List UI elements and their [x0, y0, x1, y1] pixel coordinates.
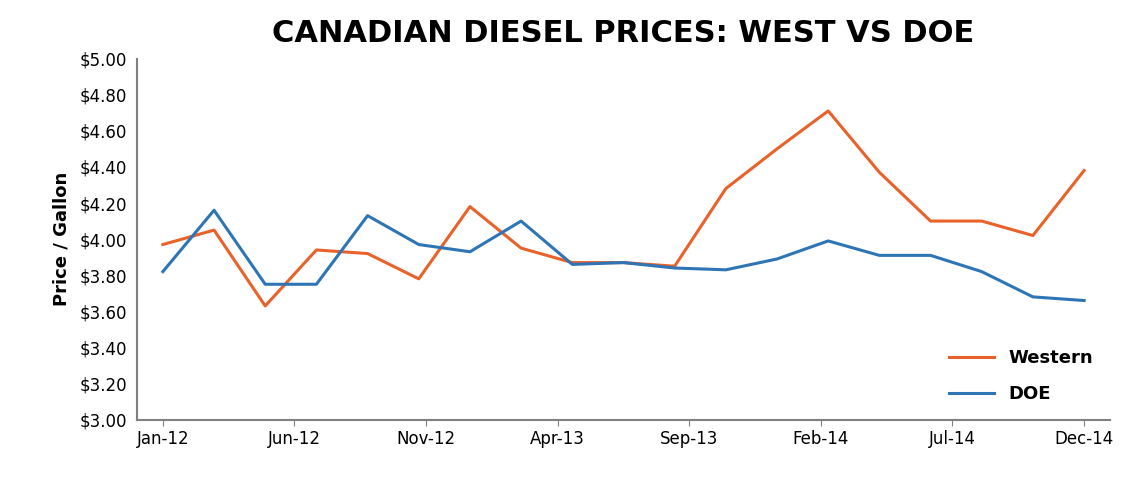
DOE	[668, 265, 682, 271]
Western	[310, 247, 324, 253]
Western	[718, 185, 732, 191]
Western	[975, 218, 988, 224]
DOE	[770, 256, 784, 262]
DOE	[1078, 298, 1091, 304]
Western	[515, 245, 529, 251]
DOE	[617, 260, 630, 265]
DOE	[718, 267, 732, 273]
DOE	[1026, 294, 1040, 300]
DOE	[259, 281, 272, 287]
DOE	[821, 238, 835, 244]
Western	[207, 227, 221, 233]
Western	[565, 260, 579, 265]
Western	[668, 264, 682, 269]
Western	[156, 242, 169, 247]
Western	[770, 146, 784, 152]
DOE	[360, 213, 374, 219]
Line: Western: Western	[162, 111, 1085, 306]
Title: CANADIAN DIESEL PRICES: WEST VS DOE: CANADIAN DIESEL PRICES: WEST VS DOE	[272, 19, 975, 48]
DOE	[873, 252, 887, 258]
DOE	[412, 242, 426, 247]
DOE	[207, 207, 221, 213]
Western	[821, 108, 835, 114]
Western	[1078, 167, 1091, 173]
Y-axis label: Price / Gallon: Price / Gallon	[53, 172, 71, 306]
Legend: Western, DOE: Western, DOE	[942, 342, 1101, 411]
Western	[463, 203, 477, 209]
DOE	[463, 249, 477, 255]
DOE	[310, 281, 324, 287]
Western	[259, 303, 272, 309]
Western	[873, 169, 887, 175]
DOE	[565, 262, 579, 267]
DOE	[156, 269, 169, 275]
Western	[412, 276, 426, 282]
DOE	[515, 218, 529, 224]
Western	[617, 260, 630, 265]
Western	[923, 218, 937, 224]
Western	[1026, 233, 1040, 239]
DOE	[975, 269, 988, 275]
Line: DOE: DOE	[162, 210, 1085, 301]
Western	[360, 251, 374, 257]
DOE	[923, 252, 937, 258]
